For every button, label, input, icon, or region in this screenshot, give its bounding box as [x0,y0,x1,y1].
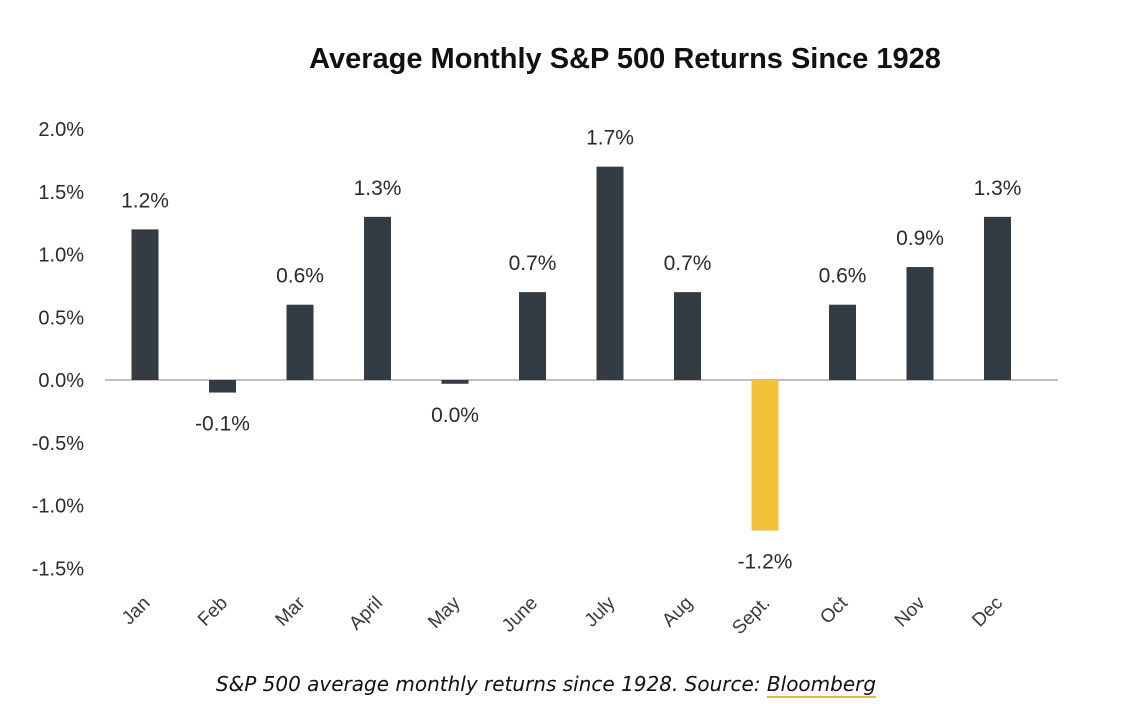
data-label: -1.2% [738,551,793,574]
x-tick-label: June [498,593,542,637]
x-tick-label: Mar [272,592,310,630]
bar-mar [286,304,314,380]
bars [131,166,1011,531]
y-tick-label: 1.5% [38,182,84,204]
data-label: 1.2% [121,189,169,212]
bar-may [441,380,469,384]
bar-aug [674,292,701,380]
caption-text: S&P 500 average monthly returns since 19… [215,672,767,696]
y-tick-label: 0.0% [38,370,84,392]
x-axis-ticks: Jan Feb Mar April May June July Aug Sept. Oct Nov D… [118,592,1007,639]
x-tick-label: Sept. [728,593,774,639]
bar-july [596,166,624,380]
y-tick-label: 0.5% [38,307,84,329]
caption: S&P 500 average monthly returns since 19… [0,672,1092,696]
bar-nov [906,267,934,380]
y-tick-label: -0.5% [32,433,84,455]
y-tick-label: -1.0% [32,496,84,518]
data-label: 1.7% [586,127,634,150]
x-tick-label: Dec [968,593,1007,632]
bar-sept [751,380,779,531]
bar-feb [209,380,236,393]
y-tick-label: -1.5% [32,558,84,580]
data-label: 0.7% [509,252,557,275]
data-label: 0.0% [431,404,479,427]
data-label: 0.9% [896,227,944,250]
x-tick-label: Jan [118,593,155,630]
data-label: 1.3% [974,177,1022,200]
y-tick-label: 1.0% [38,245,84,267]
data-label: 0.6% [819,265,867,288]
bar-dec [984,216,1011,380]
x-tick-label: Feb [194,593,232,631]
x-tick-label: Oct [816,592,852,628]
x-tick-label: Aug [658,593,697,632]
x-tick-label: July [581,592,620,631]
bar-oct [829,304,856,380]
source-link[interactable]: Bloomberg [766,672,877,696]
y-tick-label: 2.0% [38,119,84,141]
x-tick-label: Nov [891,592,930,631]
x-tick-label: April [345,593,387,635]
bar-june [519,292,546,380]
y-axis-ticks: 2.0% 1.5% 1.0% 0.5% 0.0% -0.5% -1.0% -1.5% [32,119,84,580]
data-label: 1.3% [354,177,402,200]
bar-april [364,216,391,380]
data-label: 0.6% [276,265,324,288]
data-labels: 1.2% -0.1% 0.6% 1.3% 0.0% 0.7% 1.7% 0.7% -1.2% 0.… [121,127,1021,574]
data-label: 0.7% [664,252,712,275]
x-tick-label: May [424,592,465,633]
bar-jan [131,229,159,380]
data-label: -0.1% [195,413,250,436]
chart-title: Average Monthly S&P 500 Returns Since 19… [309,43,941,75]
